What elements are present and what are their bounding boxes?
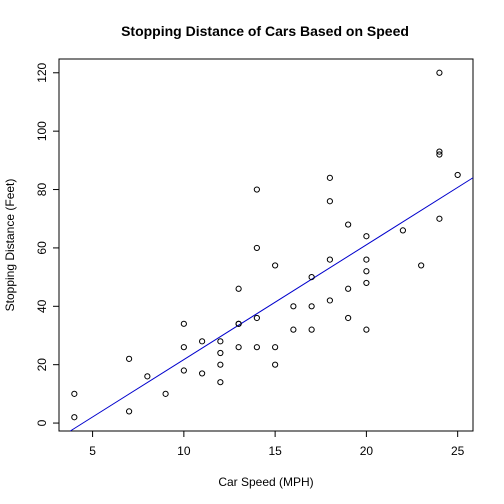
chart-title: Stopping Distance of Cars Based on Speed: [121, 23, 409, 39]
data-point: [363, 268, 370, 275]
x-tick-label: 10: [177, 444, 191, 458]
data-point: [253, 244, 260, 252]
data-point: [235, 344, 242, 351]
y-tick-label: 0: [35, 419, 49, 426]
data-point: [125, 355, 133, 362]
data-point: [162, 390, 169, 397]
data-point: [217, 338, 224, 345]
data-point: [272, 344, 279, 351]
data-point: [418, 262, 425, 269]
data-point: [199, 370, 206, 377]
plot-frame: [58, 58, 474, 432]
y-tick-label: 40: [35, 299, 49, 313]
data-point: [363, 326, 370, 333]
data-point: [125, 408, 133, 415]
data-point: [345, 314, 352, 322]
data-point: [326, 256, 333, 263]
y-tick-label: 80: [35, 183, 49, 197]
plot-area: [70, 69, 474, 432]
data-point: [272, 262, 279, 269]
y-tick-label: 20: [35, 358, 49, 372]
data-point: [345, 221, 352, 228]
regression-layer: [70, 177, 474, 432]
data-point: [180, 367, 187, 374]
data-point: [436, 148, 443, 155]
data-point: [436, 69, 443, 76]
data-point: [399, 227, 407, 234]
data-point: [363, 233, 370, 240]
x-axis: 5 10 15 20 25: [89, 431, 465, 458]
y-axis-label: Stopping Distance (Feet): [3, 179, 17, 312]
x-tick-label: 5: [89, 444, 96, 458]
y-tick-label: 100: [35, 121, 49, 141]
data-point: [454, 171, 461, 179]
x-axis-label: Car Speed (MPH): [218, 475, 313, 489]
x-tick-label: 20: [360, 444, 374, 458]
y-tick-label: 120: [35, 62, 49, 82]
data-point: [308, 326, 315, 333]
data-point: [363, 256, 370, 263]
y-axis: 0 20 40 60 80 100 120: [35, 62, 59, 426]
x-tick-label: 15: [268, 444, 282, 458]
data-point: [253, 186, 260, 193]
data-point: [326, 198, 333, 205]
data-point: [272, 361, 279, 368]
data-point: [217, 379, 224, 386]
points-layer: [71, 69, 461, 421]
data-point: [217, 349, 224, 357]
data-point: [326, 174, 333, 181]
data-point: [363, 279, 370, 287]
data-point: [235, 320, 242, 327]
data-point: [436, 151, 443, 158]
data-point: [71, 414, 78, 421]
data-point: [235, 285, 242, 292]
data-point: [217, 361, 224, 368]
data-point: [308, 274, 315, 281]
y-tick-label: 60: [35, 241, 49, 255]
data-point: [180, 344, 187, 351]
data-point: [199, 338, 206, 345]
data-point: [253, 314, 260, 322]
data-point: [308, 303, 315, 310]
data-point: [180, 320, 187, 327]
data-point: [345, 285, 352, 292]
data-point: [436, 215, 443, 222]
data-point: [71, 390, 78, 397]
data-point: [144, 373, 151, 380]
regression-line: [70, 177, 474, 432]
data-point: [290, 303, 297, 310]
x-tick-label: 25: [451, 444, 465, 458]
data-point: [326, 297, 333, 304]
data-point: [290, 326, 297, 333]
data-point: [253, 344, 260, 351]
